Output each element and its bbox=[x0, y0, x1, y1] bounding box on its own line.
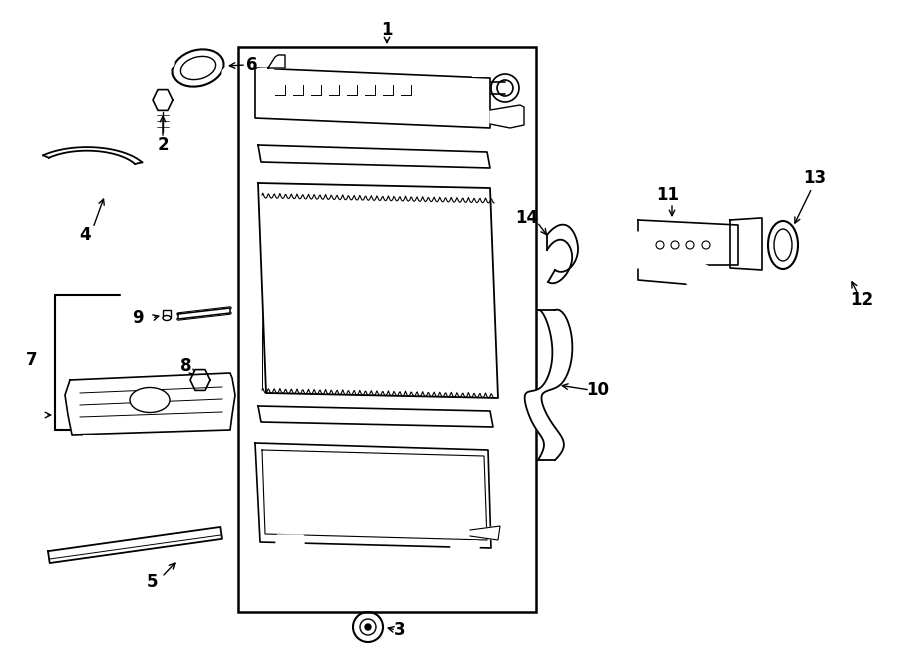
Polygon shape bbox=[547, 225, 578, 284]
Polygon shape bbox=[258, 406, 493, 427]
Circle shape bbox=[617, 232, 653, 268]
Circle shape bbox=[865, 238, 879, 252]
Circle shape bbox=[164, 58, 174, 68]
Text: 12: 12 bbox=[850, 291, 874, 309]
Polygon shape bbox=[255, 68, 490, 128]
Ellipse shape bbox=[774, 229, 792, 261]
Ellipse shape bbox=[163, 315, 171, 321]
Polygon shape bbox=[525, 309, 572, 460]
Text: 5: 5 bbox=[146, 573, 158, 591]
Bar bbox=[257, 68, 273, 76]
Circle shape bbox=[365, 624, 371, 630]
Polygon shape bbox=[258, 145, 490, 168]
Text: 1: 1 bbox=[382, 21, 392, 39]
Circle shape bbox=[222, 67, 232, 77]
Text: 13: 13 bbox=[804, 169, 826, 187]
Text: 9: 9 bbox=[132, 309, 144, 327]
FancyBboxPatch shape bbox=[276, 535, 304, 551]
Circle shape bbox=[833, 270, 847, 284]
Text: 10: 10 bbox=[587, 381, 609, 399]
Polygon shape bbox=[43, 147, 142, 164]
Polygon shape bbox=[65, 373, 235, 435]
Polygon shape bbox=[163, 310, 171, 318]
Circle shape bbox=[833, 206, 847, 220]
Ellipse shape bbox=[180, 56, 216, 79]
Circle shape bbox=[808, 213, 872, 277]
Polygon shape bbox=[638, 220, 738, 285]
Bar bbox=[188, 435, 212, 447]
Bar bbox=[472, 68, 488, 76]
Circle shape bbox=[832, 237, 848, 253]
FancyBboxPatch shape bbox=[451, 541, 479, 557]
Circle shape bbox=[686, 264, 714, 292]
Polygon shape bbox=[178, 308, 230, 319]
Ellipse shape bbox=[130, 387, 170, 412]
Polygon shape bbox=[470, 526, 500, 540]
Text: 11: 11 bbox=[656, 186, 680, 204]
Polygon shape bbox=[190, 369, 210, 391]
Polygon shape bbox=[153, 90, 173, 110]
Polygon shape bbox=[490, 105, 524, 128]
Polygon shape bbox=[48, 527, 222, 563]
Ellipse shape bbox=[768, 221, 798, 269]
Circle shape bbox=[801, 238, 815, 252]
Bar bbox=[238, 47, 536, 612]
Ellipse shape bbox=[173, 50, 223, 87]
Polygon shape bbox=[268, 55, 285, 68]
Circle shape bbox=[818, 223, 862, 267]
Text: 6: 6 bbox=[247, 56, 257, 74]
Polygon shape bbox=[258, 183, 498, 398]
Text: 3: 3 bbox=[394, 621, 406, 639]
Text: 8: 8 bbox=[180, 357, 192, 375]
Polygon shape bbox=[255, 443, 491, 548]
Text: 2: 2 bbox=[158, 136, 169, 154]
Polygon shape bbox=[730, 218, 762, 270]
Text: 4: 4 bbox=[79, 226, 91, 244]
Text: 7: 7 bbox=[26, 351, 38, 369]
Text: 14: 14 bbox=[516, 209, 538, 227]
Bar bbox=[83, 435, 107, 447]
